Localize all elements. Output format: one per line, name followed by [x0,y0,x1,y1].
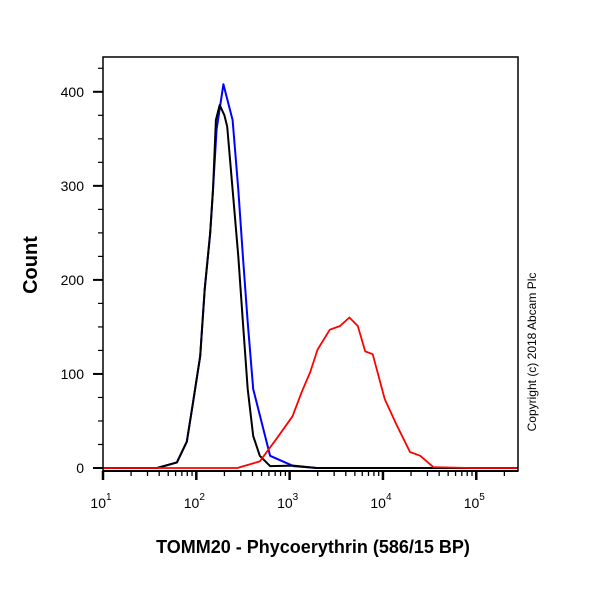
y-axis-label: Count [20,236,42,294]
y-tick-label: 300 [61,178,85,194]
copyright-annotation: Copyright (c) 2018 Abcam Plc [525,273,539,432]
x-tick-base: 10 [90,495,106,511]
x-tick-label: 104 [370,492,392,511]
x-tick-base: 10 [464,495,480,511]
y-tick-label: 100 [61,366,85,382]
x-tick-label: 103 [277,492,299,511]
x-tick-exponent: 1 [106,492,112,503]
series-line-2 [103,316,518,469]
y-tick-label: 0 [76,460,84,476]
x-tick-base: 10 [370,495,386,511]
x-tick-exponent: 5 [479,492,485,503]
x-tick-label: 105 [464,492,486,511]
y-tick-label: 400 [61,84,85,100]
x-axis-label: TOMM20 - Phycoerythrin (586/15 BP) [156,537,470,557]
x-tick-label: 101 [90,492,112,511]
x-tick-exponent: 4 [386,492,392,503]
x-tick-label: 102 [184,492,206,511]
x-tick-exponent: 2 [199,492,205,503]
x-tick-base: 10 [184,495,200,511]
x-tick-exponent: 3 [293,492,299,503]
y-tick-label: 200 [61,272,85,288]
series-layer [103,83,518,469]
series-line-1 [103,104,518,469]
x-tick-base: 10 [277,495,293,511]
